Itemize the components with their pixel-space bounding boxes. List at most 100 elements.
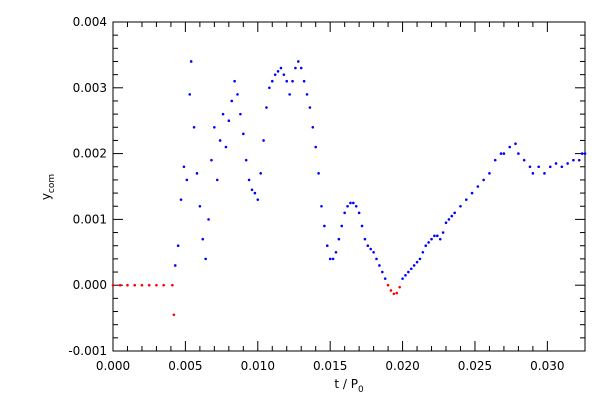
data-point <box>375 257 378 261</box>
data-point <box>398 285 401 289</box>
data-point <box>433 234 436 238</box>
data-point <box>430 237 433 241</box>
data-point <box>421 251 425 254</box>
data-point <box>259 172 262 175</box>
data-point <box>404 274 407 277</box>
data-point <box>207 218 210 221</box>
data-point <box>395 291 399 295</box>
x-tick-label: 0.005 <box>168 359 202 373</box>
data-point <box>502 152 506 155</box>
data-point <box>147 283 151 287</box>
data-point <box>282 73 286 76</box>
x-tick-label: 0.030 <box>530 359 564 373</box>
data-point <box>230 99 234 103</box>
data-point <box>242 132 245 136</box>
data-point <box>424 244 428 248</box>
data-point <box>273 73 277 76</box>
data-point <box>453 211 456 215</box>
y-tick-label: 0.000 <box>73 278 107 292</box>
data-point <box>349 201 352 205</box>
data-point <box>192 125 196 129</box>
data-point <box>201 237 205 241</box>
data-point <box>360 224 364 228</box>
data-point <box>227 119 231 122</box>
data-point <box>517 152 520 155</box>
x-tick-label: 0.020 <box>385 359 419 373</box>
data-point <box>337 237 341 241</box>
data-point <box>111 283 115 287</box>
y-tick-label: 0.004 <box>73 15 107 29</box>
data-point <box>140 283 144 287</box>
data-point <box>482 178 485 182</box>
data-point <box>323 224 326 228</box>
data-point <box>188 93 192 96</box>
data-point <box>179 198 183 201</box>
data-point <box>464 198 468 201</box>
y-axis-label-subscript: com <box>47 174 57 193</box>
x-tick-label: 0.010 <box>241 359 275 373</box>
y-tick-label: -0.001 <box>68 344 107 358</box>
y-tick-label: 0.001 <box>73 212 107 226</box>
data-point <box>195 172 199 175</box>
data-point <box>265 106 268 109</box>
data-point <box>133 283 137 287</box>
data-point <box>392 292 396 296</box>
data-point <box>537 165 540 169</box>
data-point <box>352 201 355 205</box>
data-point <box>173 264 177 267</box>
data-point <box>415 260 419 264</box>
data-point <box>427 241 430 244</box>
data-point <box>334 251 338 254</box>
data-point <box>378 264 381 267</box>
data-point <box>276 70 280 73</box>
data-point <box>215 178 219 182</box>
data-point <box>155 283 158 287</box>
data-point <box>270 79 274 83</box>
data-point <box>514 142 517 146</box>
data-point <box>279 66 283 70</box>
data-point <box>572 158 575 162</box>
data-point <box>459 204 462 208</box>
data-point <box>441 231 445 234</box>
y-tick-label: 0.003 <box>73 81 107 95</box>
data-point <box>389 289 393 292</box>
data-point <box>409 267 413 271</box>
data-point <box>447 218 451 221</box>
data-point <box>450 214 454 218</box>
data-point <box>354 204 358 208</box>
data-point <box>297 60 300 63</box>
data-point <box>366 244 370 248</box>
data-point <box>118 283 122 287</box>
data-point <box>357 211 361 215</box>
data-point <box>543 172 546 175</box>
data-point <box>548 165 552 169</box>
data-point <box>401 277 404 280</box>
data-point <box>340 224 344 228</box>
data-point <box>522 158 526 162</box>
data-point <box>372 251 375 254</box>
data-point <box>182 165 186 169</box>
data-point <box>244 158 248 162</box>
data-point <box>583 152 587 155</box>
data-point <box>126 283 129 287</box>
data-point <box>162 283 165 287</box>
data-point <box>499 152 503 155</box>
data-point <box>302 79 306 83</box>
data-point <box>369 247 373 251</box>
data-point <box>198 204 202 208</box>
data-point <box>493 158 497 162</box>
data-point <box>299 66 303 70</box>
data-point <box>325 244 329 248</box>
data-point <box>531 172 535 175</box>
data-point <box>363 237 367 241</box>
data-point <box>171 283 174 287</box>
data-point <box>580 152 584 155</box>
data-point <box>386 283 390 287</box>
y-axis-label: ycom <box>39 174 57 200</box>
data-point <box>213 125 216 129</box>
data-point <box>256 198 260 201</box>
data-point <box>444 221 448 224</box>
x-axis-label: t / P0 <box>334 377 364 395</box>
data-point <box>566 162 569 165</box>
x-axis-label-text: t / P <box>334 377 358 391</box>
